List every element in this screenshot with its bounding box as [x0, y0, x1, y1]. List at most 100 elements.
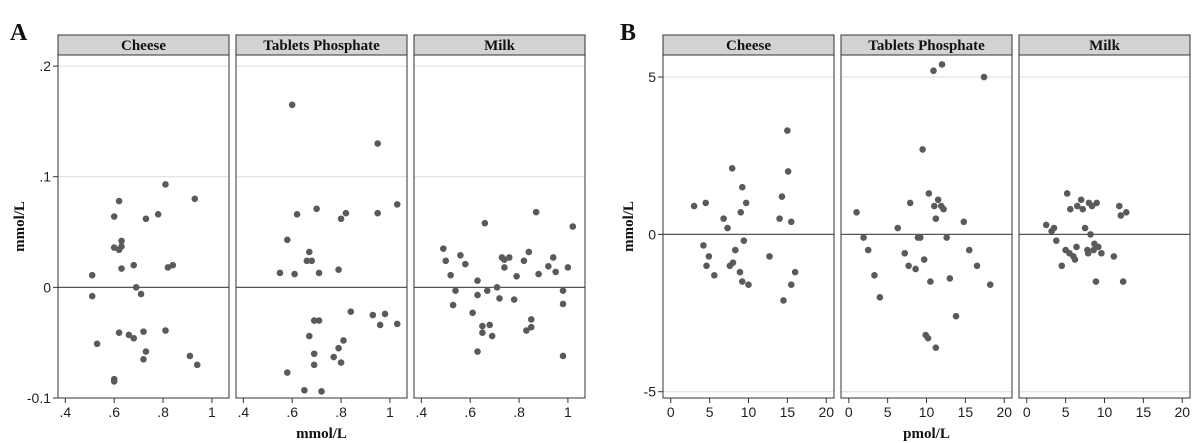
data-point	[486, 321, 494, 329]
data-point	[315, 317, 323, 324]
data-point	[118, 237, 125, 245]
data-point	[1092, 278, 1100, 285]
data-point	[946, 275, 954, 282]
data-point	[535, 270, 542, 278]
x-tick-label: .6	[286, 404, 298, 420]
data-point	[853, 209, 860, 216]
data-point	[1077, 196, 1085, 204]
data-point	[310, 317, 318, 324]
data-point	[374, 209, 381, 217]
data-point	[340, 337, 347, 344]
data-point	[88, 271, 96, 279]
data-point	[1079, 205, 1087, 213]
x-tick-label: 10	[1097, 404, 1113, 420]
data-point	[496, 295, 503, 302]
data-point	[973, 262, 981, 270]
data-point	[864, 246, 872, 254]
data-point	[784, 127, 791, 134]
data-point	[738, 183, 746, 191]
data-point	[1115, 202, 1123, 210]
data-point	[301, 386, 308, 394]
data-point	[440, 245, 447, 252]
chart-a: A Cheese .4 .6 .8 1 .2 .1 0 -0.1 Tablets Phosphate…	[10, 20, 586, 442]
data-point	[737, 209, 745, 216]
data-point	[527, 323, 535, 331]
data-point	[374, 140, 381, 147]
data-point	[393, 320, 401, 328]
data-point	[505, 254, 513, 261]
data-point	[787, 281, 795, 289]
data-point	[169, 261, 177, 269]
data-point	[980, 73, 988, 81]
data-point	[1122, 209, 1130, 216]
facet-title: Cheese	[121, 38, 166, 54]
data-point	[952, 312, 960, 320]
x-tick-label: 1	[564, 404, 572, 420]
data-point	[871, 271, 878, 279]
data-point	[513, 272, 520, 280]
data-point	[930, 202, 938, 210]
x-tick-label: .4	[237, 404, 249, 420]
data-point	[1094, 243, 1102, 251]
data-point	[1110, 253, 1118, 260]
data-point	[469, 309, 476, 317]
data-point	[940, 205, 947, 213]
data-point	[140, 355, 147, 363]
plot-frame	[413, 54, 586, 399]
data-point	[162, 181, 169, 188]
plot-frame	[235, 54, 408, 399]
data-point	[1117, 212, 1125, 219]
data-point	[501, 264, 508, 271]
data-point	[88, 292, 96, 300]
data-point	[766, 253, 773, 260]
data-point	[916, 234, 924, 241]
data-point	[564, 264, 572, 271]
data-point	[1073, 243, 1080, 251]
data-point	[125, 331, 133, 339]
data-point	[1119, 278, 1127, 285]
data-point	[784, 168, 792, 175]
y-axis-title: mmol/L	[621, 201, 637, 252]
data-point	[932, 215, 940, 222]
data-point	[305, 332, 313, 340]
data-point	[960, 218, 968, 226]
data-point	[1088, 202, 1096, 210]
data-point	[132, 284, 140, 291]
data-point	[549, 254, 557, 261]
facet-title: Milk	[1089, 38, 1120, 54]
data-point	[919, 146, 926, 153]
x-tick-label: 1	[208, 404, 216, 420]
data-point	[791, 268, 799, 276]
data-point	[778, 193, 786, 200]
data-point	[920, 256, 928, 263]
data-point	[532, 208, 540, 216]
x-tick-label: 15	[958, 404, 974, 420]
facet-title: Cheese	[726, 38, 771, 54]
data-point	[729, 259, 737, 266]
data-point	[137, 290, 145, 298]
data-point	[934, 196, 942, 204]
data-point	[1090, 246, 1097, 254]
data-point	[474, 291, 481, 299]
facet-title: Tablets Phosphate	[868, 38, 985, 54]
data-point	[1084, 249, 1092, 257]
data-point	[315, 269, 323, 277]
y-tick-label: 5	[648, 69, 656, 85]
data-point	[162, 327, 169, 334]
data-point	[787, 218, 795, 226]
data-point	[728, 164, 736, 172]
x-tick-label: 15	[1136, 404, 1152, 420]
data-point	[291, 270, 298, 278]
data-point	[1093, 199, 1101, 207]
data-point	[193, 361, 201, 369]
data-point	[305, 248, 313, 256]
panel-letter: A	[10, 20, 28, 46]
x-tick-label: 10	[919, 404, 935, 420]
x-tick-label: 5	[706, 404, 714, 420]
data-point	[318, 388, 325, 395]
facet-title: Milk	[484, 38, 515, 54]
data-point	[452, 287, 459, 294]
data-point	[742, 199, 750, 207]
data-point	[930, 67, 937, 75]
